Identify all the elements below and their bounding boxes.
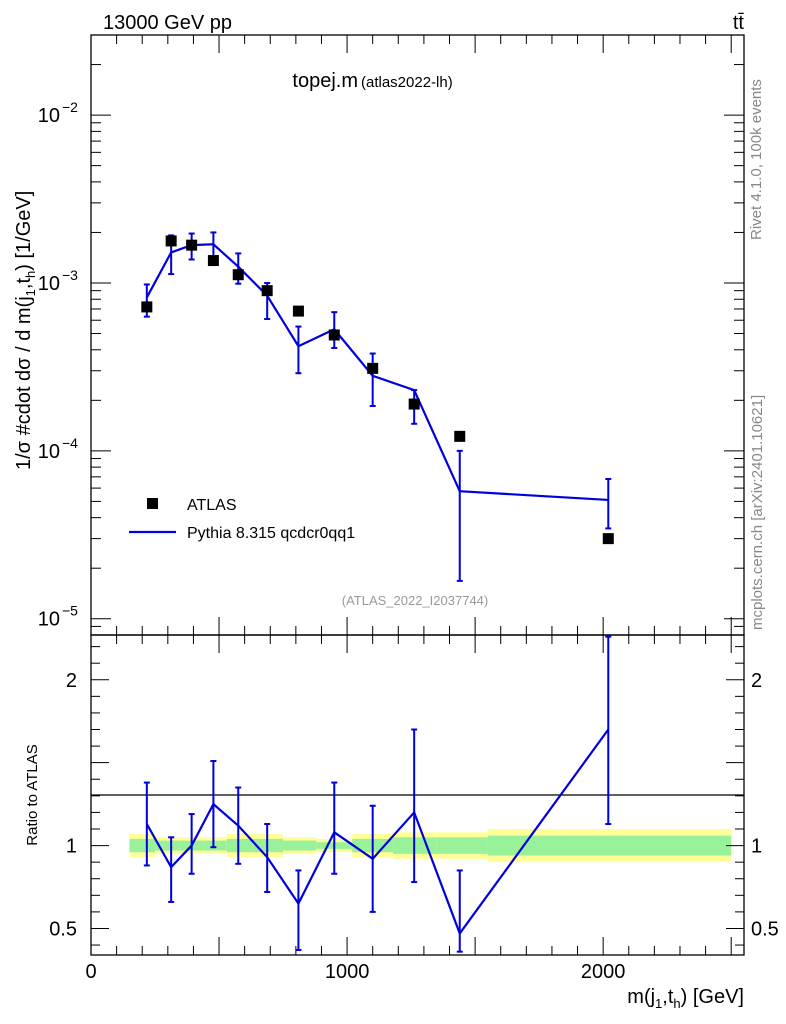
atlas-point [454, 430, 466, 442]
x-tick-label: 0 [85, 961, 96, 983]
ratio-ticks [91, 646, 744, 946]
main-y-tick-exponent: −2 [62, 99, 78, 115]
ratio-line [145, 728, 610, 936]
uncertainty-band-inner [436, 837, 488, 854]
ratio-frame [90, 634, 745, 956]
main-y-tick-labels: 10−210−310−410−5 [38, 99, 78, 631]
ratio-error-bars [143, 635, 612, 953]
legend: ATLAS Pythia 8.315 qcdcr0qq1 [129, 497, 355, 542]
ratio-y-axis-label: Ratio to ATLAS [24, 744, 41, 845]
energy-label: 13000 GeV pp [103, 12, 232, 34]
x-tick-label: 2000 [581, 961, 626, 983]
analysis-label: (ATLAS_2022_I2037744) [342, 593, 488, 608]
plot-title: topej.m [292, 70, 358, 92]
main-panel: 10−210−310−410−5 topej.m (atlas2022-lh) … [13, 34, 745, 955]
ratio-y-tick-label-left: 2 [66, 670, 77, 692]
atlas-point [207, 255, 219, 267]
atlas-points [141, 235, 614, 545]
ratio-y-tick-label-left: 0.5 [49, 918, 77, 940]
ratio-panel: 0.5 0.5 1 1 2 2 0 1000 2000 Ratio to ATLAS m(j1… [24, 634, 779, 1011]
rivet-label: Rivet 4.1.0, 100k events [748, 79, 765, 240]
main-y-tick-label: 10 [38, 609, 60, 631]
main-frame [90, 34, 745, 636]
atlas-point [261, 285, 273, 297]
uncertainty-band-inner [283, 840, 317, 851]
uncertainty-band-inner [203, 840, 227, 851]
legend-pythia-label: Pythia 8.315 qcdcr0qq1 [187, 525, 355, 542]
x-tick-label: 1000 [325, 961, 370, 983]
ratio-y-tick-labels: 0.5 0.5 1 1 2 2 [49, 670, 779, 941]
main-y-tick-exponent: −3 [62, 267, 78, 283]
main-ticks [90, 34, 744, 955]
uncertainty-band-inner [487, 835, 732, 856]
atlas-point [165, 235, 177, 247]
uncertainty-band-inner [129, 838, 156, 853]
atlas-point [232, 269, 244, 281]
main-y-axis-label: 1/σ #cdot dσ / d m(j1,th) [1/GeV] [13, 191, 38, 470]
mcplots-label: mcplots.cern.ch [arXiv:2401.10621] [749, 395, 766, 630]
ratio-series [145, 728, 610, 936]
x-tick-labels: 0 1000 2000 [85, 961, 625, 983]
ratio-y-tick-label-left: 1 [66, 836, 77, 858]
main-y-tick-label: 10 [38, 441, 60, 463]
atlas-point [328, 329, 340, 341]
ratio-y-tick-label-right: 0.5 [751, 918, 779, 940]
x-axis-label: m(j1,th) [GeV] [627, 986, 744, 1011]
legend-atlas-label: ATLAS [187, 497, 237, 514]
process-label: tt̄ [733, 12, 745, 34]
legend-atlas-marker [147, 498, 158, 509]
atlas-point [141, 301, 153, 313]
atlas-point [602, 533, 614, 545]
ratio-y-tick-label-right: 1 [751, 836, 762, 858]
plot-subtitle: (atlas2022-lh) [361, 74, 453, 91]
main-y-tick-label: 10 [38, 105, 60, 127]
atlas-point [367, 362, 379, 374]
atlas-point [408, 398, 420, 410]
uncertainty-band-inner [226, 838, 253, 853]
atlas-point [292, 305, 304, 317]
main-y-tick-exponent: −4 [62, 435, 78, 451]
atlas-point [186, 239, 198, 251]
main-y-tick-exponent: −5 [62, 603, 78, 619]
ratio-y-tick-label-right: 2 [751, 670, 762, 692]
main-y-tick-label: 10 [38, 273, 60, 295]
uncertainty-band-inner [155, 840, 181, 851]
